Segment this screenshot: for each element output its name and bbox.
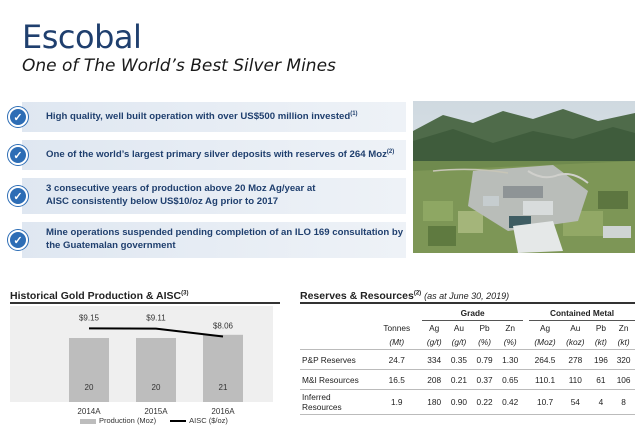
aisc-value-label: $8.06 bbox=[213, 322, 234, 331]
bar-value-label: 21 bbox=[219, 383, 228, 392]
group-contained-metal: Contained Metal bbox=[529, 306, 635, 321]
production-heading: Historical Gold Production & AISC(3) bbox=[10, 290, 189, 302]
table-cell: 0.65 bbox=[497, 369, 524, 390]
checkmark-icon: ✓ bbox=[8, 107, 28, 127]
reserves-heading: Reserves & Resources(2) (as at June 30, … bbox=[300, 290, 510, 302]
legend-aisc: AISC ($/oz) bbox=[170, 416, 228, 425]
highlight-item: ✓ One of the world’s largest primary sil… bbox=[8, 140, 406, 170]
table-header-row: Tonnes Ag Au Pb Zn Ag Au Pb Zn bbox=[300, 321, 635, 336]
x-tick-label: 2014A bbox=[77, 407, 101, 416]
highlight-bar bbox=[22, 222, 406, 258]
checkmark-icon: ✓ bbox=[8, 230, 28, 250]
table-cell: 8 bbox=[612, 389, 635, 415]
table-cell: 106 bbox=[612, 369, 635, 390]
aisc-value-label: $9.15 bbox=[79, 313, 100, 322]
col-header: Zn bbox=[505, 323, 516, 333]
highlights-list: ✓ High quality, well built operation wit… bbox=[8, 102, 406, 266]
table-row: M&I Resources 16.5 208 0.21 0.37 0.65 11… bbox=[300, 369, 635, 390]
col-unit: (Moz) bbox=[529, 335, 562, 350]
highlight-text: One of the world’s largest primary silve… bbox=[46, 148, 395, 161]
bar-value-label: 20 bbox=[85, 383, 94, 392]
col-header: Pb bbox=[479, 323, 490, 333]
page-title: Escobal bbox=[22, 18, 142, 56]
bar-value-label: 20 bbox=[152, 383, 161, 392]
table-cell: 0.22 bbox=[471, 389, 498, 415]
production-chart: 20 2014A 20 2015A 21 2016A $9.15 $9.11 $8.06 Pro… bbox=[10, 306, 280, 430]
group-grade: Grade bbox=[422, 306, 524, 321]
col-unit: (Mt) bbox=[377, 335, 417, 350]
table-cell: 110 bbox=[561, 369, 590, 390]
table-cell: 320 bbox=[612, 349, 635, 370]
table-cell: 54 bbox=[561, 389, 590, 415]
highlight-bar bbox=[22, 140, 406, 170]
table-cell: 0.21 bbox=[446, 369, 472, 390]
page-subtitle: One of The World’s Best Silver Mines bbox=[22, 56, 336, 76]
table-cell: 4 bbox=[589, 389, 613, 415]
chart-legend: Production (Moz) AISC ($/oz) bbox=[80, 416, 228, 425]
production-bar bbox=[136, 338, 176, 402]
col-header: Ag bbox=[429, 323, 440, 333]
x-tick-label: 2015A bbox=[144, 407, 168, 416]
highlight-item: ✓ High quality, well built operation wit… bbox=[8, 102, 406, 132]
checkmark-icon: ✓ bbox=[8, 186, 28, 206]
production-bar bbox=[203, 334, 243, 402]
highlight-bar bbox=[22, 102, 406, 132]
table-row: Inferred Resources 1.9 180 0.90 0.22 0.42… bbox=[300, 389, 635, 415]
production-heading-rule bbox=[10, 302, 280, 304]
highlight-item: ✓ 3 consecutive years of production abov… bbox=[8, 178, 406, 214]
chart-svg: 20 2014A 20 2015A 21 2016A $9.15 $9.11 $8.06 bbox=[69, 313, 243, 416]
row-label: M&I Resources bbox=[300, 369, 378, 390]
col-unit: (%) bbox=[471, 335, 498, 350]
table-cell: 1.30 bbox=[497, 349, 524, 370]
table-cell: 1.9 bbox=[377, 389, 417, 415]
table-row: P&P Reserves 24.7 334 0.35 0.79 1.30 264… bbox=[300, 349, 635, 370]
row-label: Inferred Resources bbox=[300, 389, 378, 415]
table-cell: 0.79 bbox=[471, 349, 498, 370]
col-unit: (kt) bbox=[612, 335, 635, 350]
table-cell: 208 bbox=[422, 369, 447, 390]
table-cell: 61 bbox=[589, 369, 613, 390]
table-cell: 16.5 bbox=[377, 369, 417, 390]
row-label: P&P Reserves bbox=[300, 349, 378, 370]
aisc-value-label: $9.11 bbox=[146, 314, 166, 323]
table-cell: 24.7 bbox=[377, 349, 417, 370]
legend-production: Production (Moz) bbox=[80, 416, 156, 425]
col-header: Zn bbox=[618, 323, 629, 333]
table-cell: 0.42 bbox=[497, 389, 524, 415]
highlight-text: 3 consecutive years of production above … bbox=[46, 183, 316, 207]
col-header: Au bbox=[570, 323, 581, 333]
aisc-line bbox=[88, 327, 224, 338]
highlight-text: High quality, well built operation with … bbox=[46, 110, 358, 123]
col-header: Tonnes bbox=[383, 322, 411, 333]
x-tick-label: 2016A bbox=[211, 407, 235, 416]
col-header: Ag bbox=[539, 323, 551, 333]
col-header: Au bbox=[453, 323, 465, 333]
production-bar bbox=[69, 338, 109, 402]
table-cell: 196 bbox=[589, 349, 613, 370]
table-cell: 180 bbox=[422, 389, 447, 415]
col-header: Pb bbox=[595, 323, 606, 333]
reserves-heading-rule bbox=[300, 302, 635, 304]
table-cell: 0.37 bbox=[471, 369, 498, 390]
highlight-text: Mine operations suspended pending comple… bbox=[46, 227, 404, 251]
col-unit: (kt) bbox=[589, 335, 613, 350]
table-cell: 10.7 bbox=[529, 389, 562, 415]
table-cell: 334 bbox=[422, 349, 447, 370]
col-unit: (g/t) bbox=[422, 335, 447, 350]
table-group-row: Grade Contained Metal bbox=[300, 306, 635, 321]
table-cell: 0.90 bbox=[446, 389, 472, 415]
highlight-bar bbox=[22, 178, 406, 214]
col-unit: (%) bbox=[497, 335, 524, 350]
table-unit-row: (Mt) (g/t) (g/t) (%) (%) (Moz) (koz) (kt… bbox=[300, 335, 635, 350]
checkmark-icon: ✓ bbox=[8, 145, 28, 165]
table-cell: 110.1 bbox=[529, 369, 562, 390]
col-unit: (koz) bbox=[561, 335, 590, 350]
mine-aerial-photo bbox=[413, 101, 635, 253]
table-cell: 0.35 bbox=[446, 349, 472, 370]
highlight-item: ✓ Mine operations suspended pending comp… bbox=[8, 222, 406, 258]
table-cell: 278 bbox=[561, 349, 590, 370]
reserves-table: Grade Contained Metal Tonnes Ag Au Pb Zn… bbox=[300, 306, 635, 415]
col-unit: (g/t) bbox=[446, 335, 472, 350]
table-cell: 264.5 bbox=[529, 349, 562, 370]
